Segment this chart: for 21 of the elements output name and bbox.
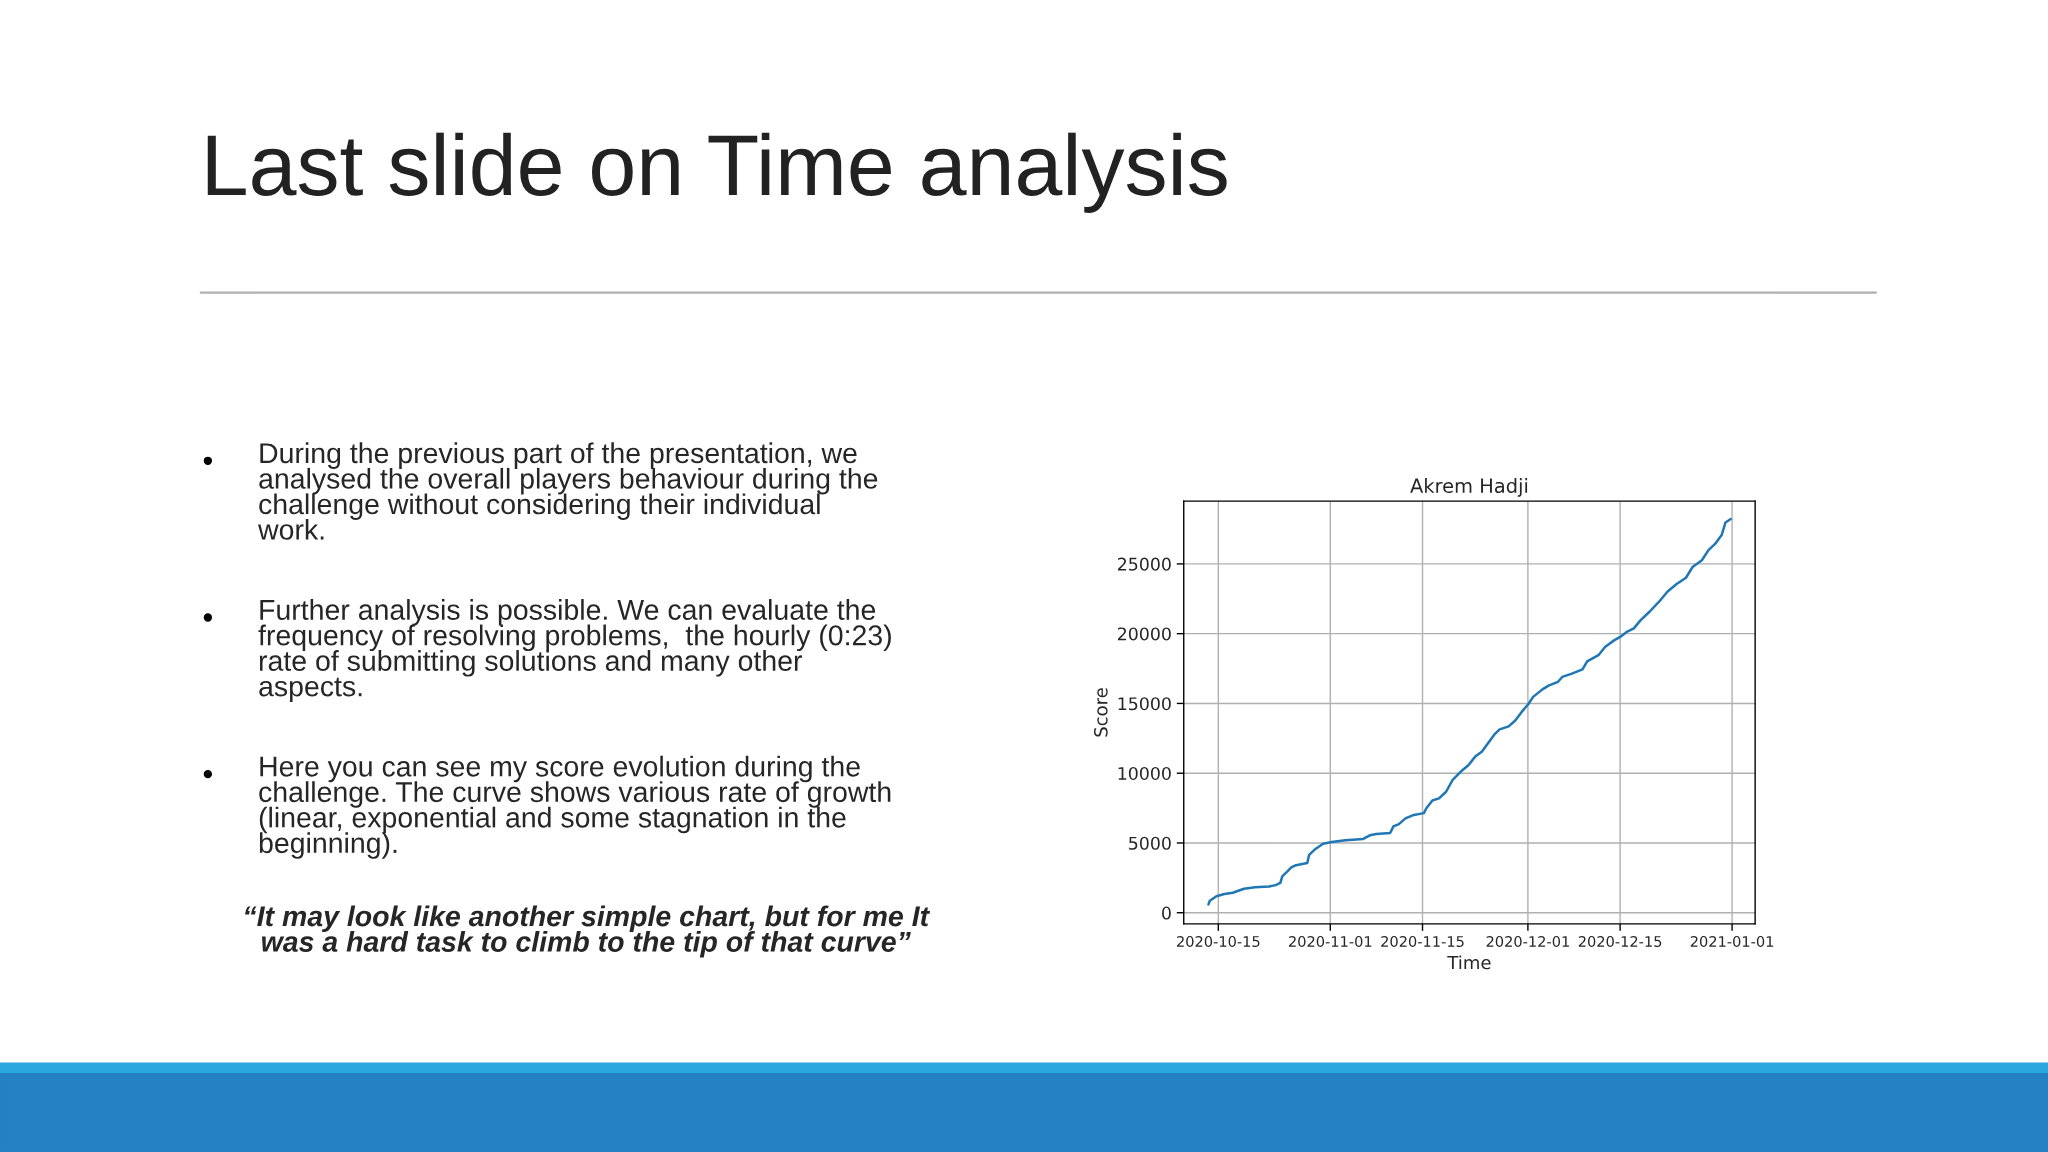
y-tick-label: 20000 bbox=[1117, 627, 1171, 641]
chart-title: Akrem Hadji bbox=[1410, 478, 1528, 497]
line-series bbox=[1207, 517, 1732, 906]
text: Here you can see my score evolution during the challenge. The curve shows various rate of growth (linear, exponential and some stagnation in the beginning). bbox=[259, 755, 891, 859]
x-tick-label: 2020-12-01 bbox=[1486, 935, 1569, 947]
x-tick-label: 2020-12-15 bbox=[1578, 935, 1662, 947]
text: Last slide on Time analysis bbox=[207, 132, 1227, 213]
x-tick-label: 2021-01-01 bbox=[1690, 935, 1774, 947]
text: During the previous part of the presentation, we analysed the overall players behaviour during the challenge without considering their individual work. bbox=[258, 442, 878, 540]
y-tick-label: 0 bbox=[1162, 906, 1171, 920]
y-tick-label: 25000 bbox=[1117, 557, 1171, 571]
y-tick-label: 10000 bbox=[1118, 766, 1171, 781]
x-tick-label: 2020-10-15 bbox=[1177, 935, 1260, 947]
y-tick-label: 15000 bbox=[1118, 697, 1171, 711]
y-tick-label: 5000 bbox=[1129, 836, 1171, 850]
y-axis-title: Score bbox=[1094, 688, 1108, 737]
text: Further analysis is possible. We can evaluate the frequency of resolving problems, the hourly (0:23) rate of submitting solutions and many other aspects. bbox=[258, 599, 891, 703]
x-tick-label: 2020-11-01 bbox=[1288, 935, 1372, 947]
x-tick-label: 2020-11-15 bbox=[1381, 935, 1464, 947]
x-axis-title: Time bbox=[1447, 955, 1491, 970]
text: “It may look like another simple chart, but for me It was a hard task to climb to the tip of that curve” bbox=[245, 905, 931, 958]
